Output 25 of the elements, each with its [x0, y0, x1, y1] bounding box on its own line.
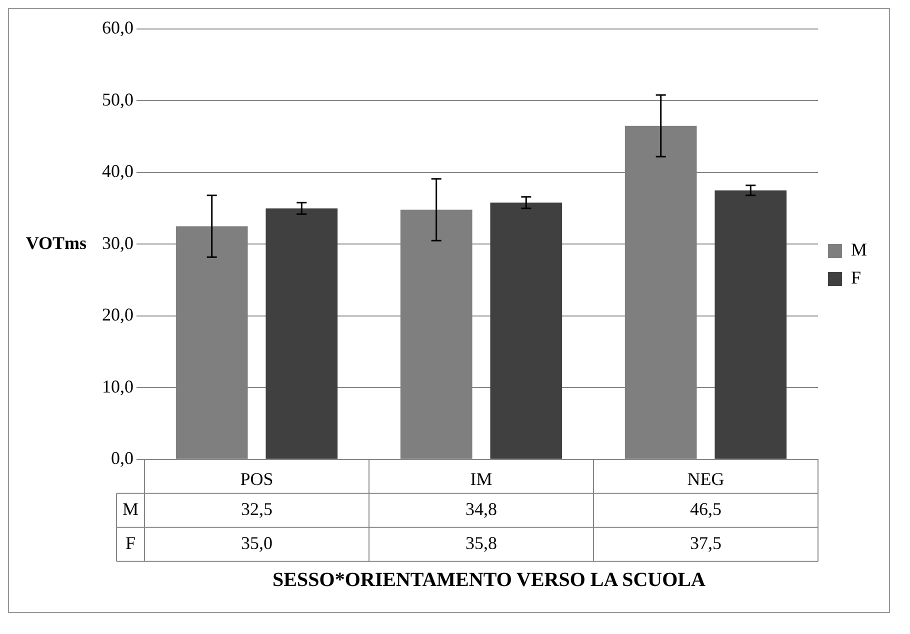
x-tick-label: NEG: [687, 468, 724, 489]
x-tick-label: IM: [470, 468, 492, 489]
text: M: [122, 499, 139, 520]
y-tick-label: 20,0: [102, 304, 134, 325]
data-label: 35,8: [466, 533, 497, 554]
y-tick-label: 30,0: [102, 232, 134, 253]
bar: [266, 208, 338, 459]
y-tick-label: 60,0: [102, 18, 134, 38]
y-tick-label: 0,0: [111, 448, 134, 468]
y-tick-label: 50,0: [102, 89, 134, 110]
y-axis-title: VOTms: [26, 232, 86, 253]
data-label: 35,0: [241, 533, 272, 554]
y-tick-label: 40,0: [102, 161, 134, 182]
bar: [714, 190, 787, 459]
data-label: 34,8: [466, 499, 497, 520]
y-tick-label: 10,0: [102, 376, 134, 396]
legend-label: F: [850, 268, 862, 288]
data-label: 37,5: [690, 533, 722, 554]
data-label: 46,5: [690, 499, 722, 520]
legend-label: M: [850, 240, 868, 260]
bar: [490, 202, 562, 459]
data-label: 32,5: [241, 499, 272, 520]
text: F: [125, 533, 136, 554]
x-axis-title: SESSO*ORIENTAMENTO VERSO LA SCUOLA: [272, 569, 706, 592]
x-tick-label: POS: [240, 468, 274, 489]
